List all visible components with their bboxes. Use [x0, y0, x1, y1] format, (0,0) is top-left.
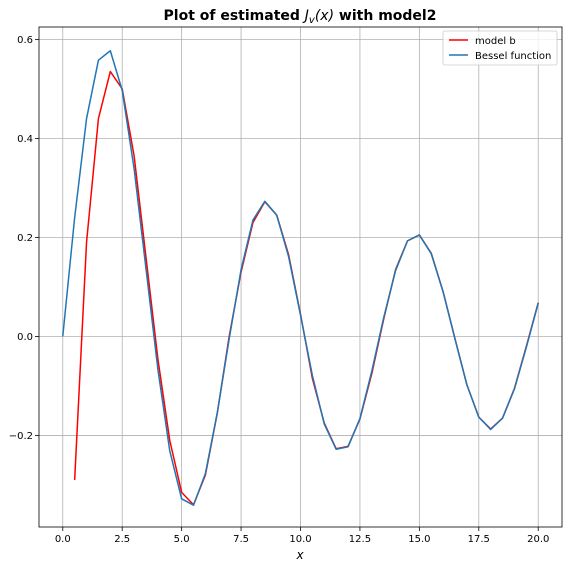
x-tick-label: 20.0 [527, 534, 549, 545]
x-tick-label: 15.0 [408, 534, 430, 545]
y-tick-label: 0.6 [17, 35, 33, 46]
x-tick-label: 2.5 [114, 534, 130, 545]
x-tick-label: 12.5 [349, 534, 371, 545]
chart-title: Plot of estimated Jv(x) with model2 [164, 8, 437, 26]
legend: model b Bessel function [442, 30, 558, 66]
legend-label-model-b: model b [475, 36, 516, 47]
y-tick-label: 0.0 [17, 332, 33, 343]
y-tick-label: −0.2 [9, 431, 33, 442]
axis-ticks: 0.0 2.5 5.0 7.5 10.0 12.5 15.0 17.5 20.0 −0.2 0.0 0… [9, 35, 550, 545]
x-tick-label: 5.0 [174, 534, 190, 545]
series-line-bessel [62, 50, 539, 506]
x-tick-label: 7.5 [233, 534, 249, 545]
y-tick-label: 0.2 [17, 233, 33, 244]
plot-lines [62, 50, 539, 506]
x-tick-label: 10.0 [289, 534, 311, 545]
x-axis-label: x [295, 548, 304, 562]
y-tick-label: 0.4 [17, 134, 33, 145]
x-tick-label: 17.5 [468, 534, 490, 545]
legend-box [442, 30, 558, 66]
legend-label-bessel: Bessel function [475, 51, 551, 62]
x-tick-label: 0.0 [55, 534, 71, 545]
